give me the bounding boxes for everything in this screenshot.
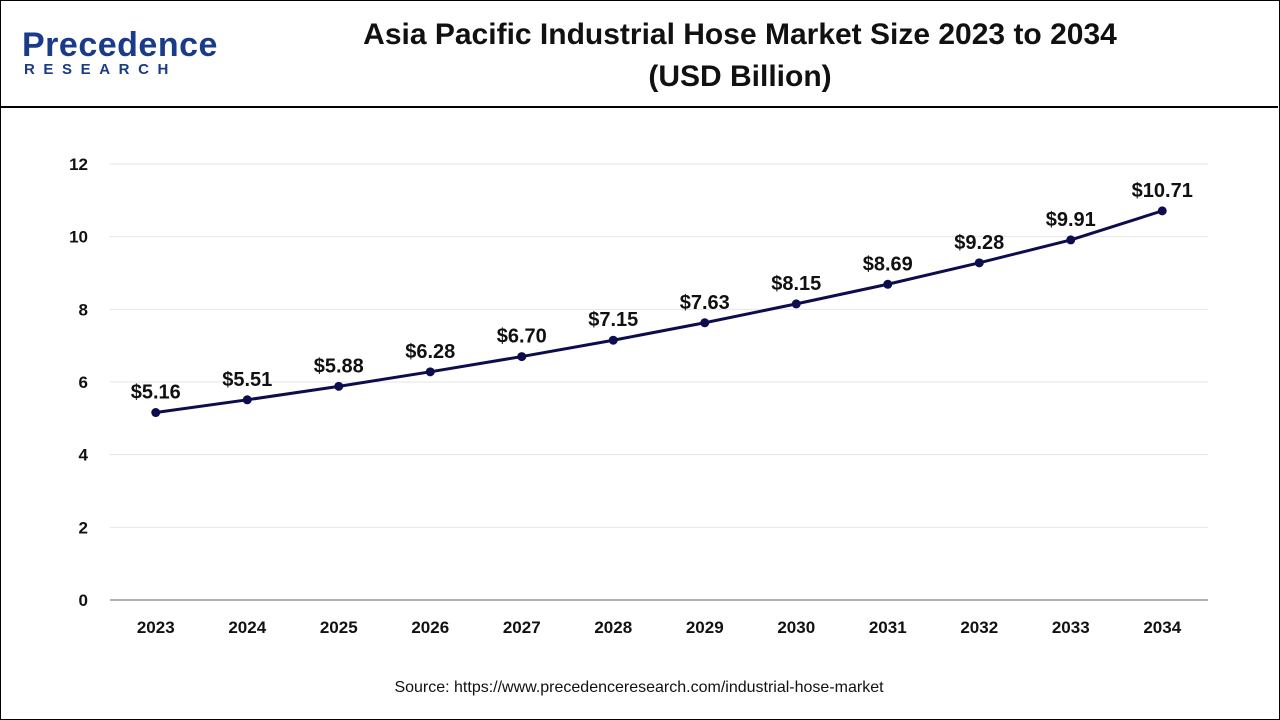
data-label: $6.28 — [405, 341, 455, 363]
x-tick-label: 2031 — [869, 618, 907, 637]
x-tick-label: 2026 — [411, 618, 449, 637]
data-point — [608, 335, 618, 345]
data-label: $9.28 — [954, 232, 1004, 254]
x-tick-label: 2030 — [777, 618, 815, 637]
data-point — [791, 299, 801, 309]
data-label: $5.16 — [131, 382, 181, 404]
data-label: $8.69 — [863, 253, 913, 275]
data-point — [1066, 235, 1076, 245]
y-axis-ticks: 0 2 4 6 8 10 12 — [69, 155, 88, 610]
data-label: $6.70 — [497, 326, 547, 348]
data-label: $9.91 — [1046, 209, 1096, 231]
data-label: $7.63 — [680, 292, 730, 314]
data-label: $7.15 — [588, 309, 638, 331]
source-note: Source: https://www.precedenceresearch.c… — [394, 679, 884, 696]
y-tick-label: 4 — [79, 446, 89, 465]
chart-title-line2: (USD Billion) — [648, 60, 832, 93]
series-line — [155, 209, 1163, 415]
x-tick-label: 2032 — [960, 618, 998, 637]
data-point — [242, 395, 252, 405]
brand-sub: RESEARCH — [24, 61, 177, 78]
data-point — [883, 279, 893, 289]
data-point — [974, 258, 984, 268]
data-point — [1157, 206, 1167, 216]
chart-title: Asia Pacific Industrial Hose Market Size… — [290, 14, 1190, 98]
y-tick-label: 10 — [69, 228, 88, 247]
x-tick-label: 2024 — [228, 618, 266, 637]
brand-name: Precedence — [22, 26, 218, 64]
data-point — [151, 408, 161, 418]
y-tick-label: 6 — [79, 373, 88, 392]
y-tick-label: 12 — [69, 155, 88, 174]
data-point — [517, 352, 527, 362]
x-tick-label: 2023 — [137, 618, 175, 637]
x-tick-label: 2029 — [686, 618, 724, 637]
grid-lines — [110, 163, 1208, 528]
data-point — [700, 318, 710, 328]
data-point — [425, 367, 435, 377]
x-tick-label: 2025 — [320, 618, 358, 637]
y-tick-label: 0 — [79, 591, 88, 610]
data-label: $10.71 — [1132, 180, 1193, 202]
data-label: $5.51 — [222, 369, 272, 391]
brand-logo: Precedence RESEARCH — [22, 26, 222, 86]
x-tick-label: 2033 — [1052, 618, 1090, 637]
data-labels: $5.16 $5.51 $5.88 $6.28 $6.70 $7.15 $7.63 $8.15… — [131, 180, 1193, 404]
chart-title-line1: Asia Pacific Industrial Hose Market Size… — [363, 18, 1117, 51]
header: Precedence RESEARCH Asia Pacific Industr… — [0, 0, 1278, 108]
x-tick-label: 2027 — [503, 618, 541, 637]
x-tick-label: 2034 — [1143, 618, 1181, 637]
x-axis-ticks: 2023 2024 2025 2026 2027 2028 2029 2030 2031 2032… — [137, 618, 1182, 637]
data-points — [151, 206, 1167, 418]
data-point — [334, 381, 344, 391]
data-label: $5.88 — [314, 355, 364, 377]
data-label: $8.15 — [771, 273, 821, 295]
y-tick-label: 8 — [79, 300, 88, 319]
x-tick-label: 2028 — [594, 618, 632, 637]
y-tick-label: 2 — [79, 518, 88, 537]
